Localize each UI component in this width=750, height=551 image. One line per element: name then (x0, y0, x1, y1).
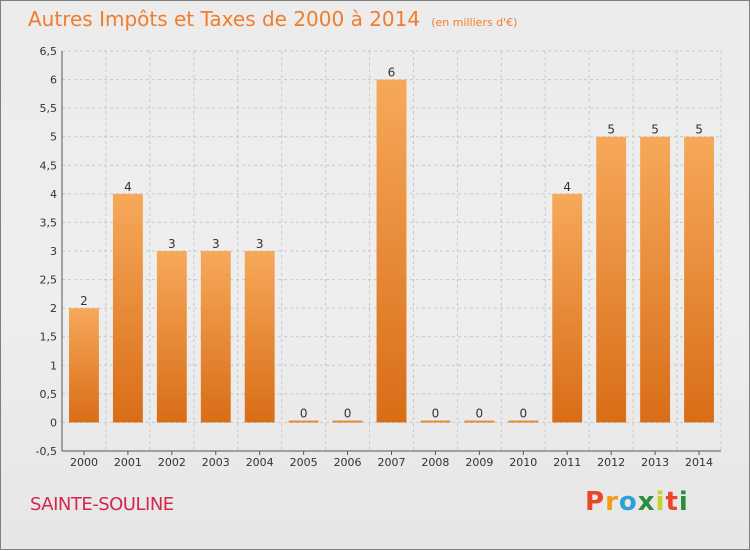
logo-letter: r (605, 487, 619, 517)
logo-letter: x (637, 487, 656, 517)
y-tick-label: 0,5 (40, 388, 58, 401)
x-tick-label: 2007 (378, 456, 406, 469)
x-tick-label: 2000 (70, 456, 98, 469)
data-label: 0 (519, 406, 527, 420)
data-label: 5 (651, 123, 659, 137)
x-tick-label: 2010 (509, 456, 537, 469)
x-tick-label: 2012 (597, 456, 625, 469)
data-label: 5 (607, 123, 615, 137)
chart-title: Autres Impôts et Taxes de 2000 à 2014 (28, 7, 421, 31)
y-tick-label: 6,5 (40, 45, 58, 58)
data-label: 3 (256, 237, 264, 251)
bar (464, 420, 495, 423)
data-label: 2 (80, 294, 88, 308)
x-tick-label: 2002 (158, 456, 186, 469)
x-tick-label: 2011 (553, 456, 581, 469)
data-label: 0 (476, 406, 484, 420)
bar (552, 193, 583, 423)
data-label: 6 (388, 66, 396, 80)
y-tick-label: 0 (50, 416, 57, 429)
bar (376, 79, 407, 423)
data-label: 4 (563, 180, 571, 194)
logo-letter: t (665, 487, 679, 517)
y-tick-label: -0,5 (36, 445, 57, 458)
y-tick-label: 3,5 (40, 216, 58, 229)
bar (596, 136, 627, 423)
x-tick-label: 2005 (290, 456, 318, 469)
y-tick-label: 2,5 (40, 274, 58, 287)
proxiti-logo: Proxiti (585, 487, 689, 517)
data-label: 3 (212, 237, 220, 251)
data-label: 3 (168, 237, 176, 251)
data-label: 4 (124, 180, 132, 194)
bar (288, 420, 319, 423)
x-tick-label: 2006 (334, 456, 362, 469)
location-name: SAINTE-SOULINE (30, 494, 174, 515)
data-label: 0 (300, 406, 308, 420)
chart-title-row: Autres Impôts et Taxes de 2000 à 2014 (e… (28, 7, 517, 31)
x-tick-label: 2008 (421, 456, 449, 469)
y-tick-label: 4 (50, 188, 57, 201)
logo-letter: P (585, 487, 606, 517)
y-tick-label: 2 (50, 302, 57, 315)
bar (508, 420, 539, 423)
bar (112, 193, 143, 423)
x-tick-label: 2004 (246, 456, 274, 469)
x-tick-label: 2001 (114, 456, 142, 469)
bar (69, 308, 99, 423)
y-tick-label: 1,5 (40, 331, 58, 344)
data-label: 0 (344, 406, 352, 420)
logo-letter: i (655, 487, 666, 517)
x-tick-label: 2014 (685, 456, 713, 469)
bar (332, 420, 363, 423)
x-tick-label: 2013 (641, 456, 669, 469)
x-tick-label: 2009 (465, 456, 493, 469)
bar (684, 136, 714, 423)
bar (244, 251, 275, 423)
data-label: 0 (432, 406, 440, 420)
y-tick-label: 3 (50, 245, 57, 258)
bar (640, 136, 671, 423)
bar (156, 251, 187, 423)
chart-unit: (en milliers d'€) (431, 16, 518, 29)
data-label: 5 (695, 123, 703, 137)
logo-letter: i (678, 487, 689, 517)
logo-letter: o (618, 487, 638, 517)
y-tick-label: 5,5 (40, 102, 58, 115)
bars: 2 4 3 3 3 0 0 6 0 0 0 4 5 5 5 (69, 66, 714, 423)
y-tick-label: 5 (50, 131, 57, 144)
bar (420, 420, 451, 423)
x-tick-label: 2003 (202, 456, 230, 469)
y-tick-label: 1 (50, 359, 57, 372)
bar (200, 251, 231, 423)
y-tick-label: 6 (50, 74, 57, 87)
y-tick-label: 4,5 (40, 159, 58, 172)
